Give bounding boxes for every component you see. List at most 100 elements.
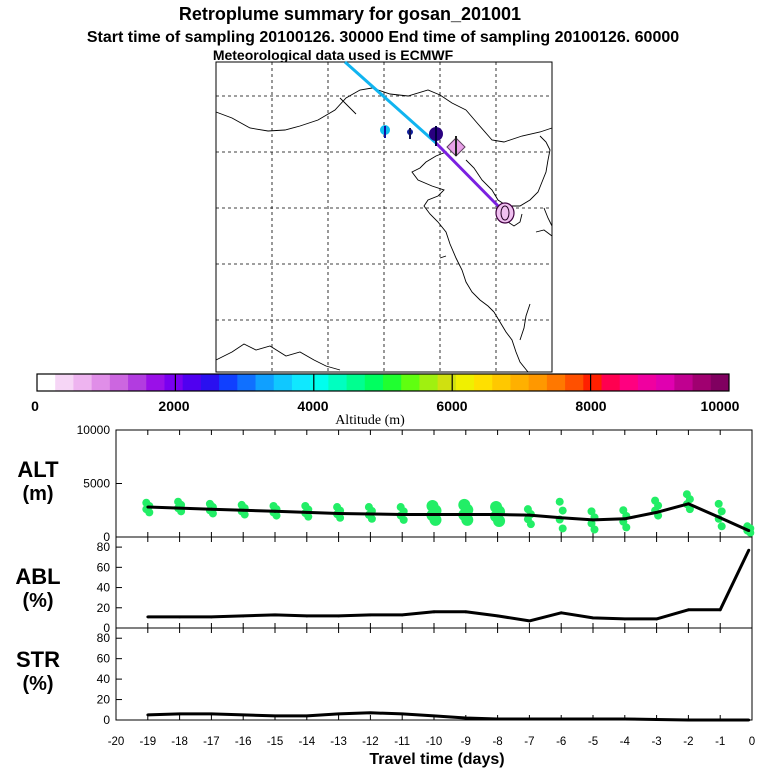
x-tick-label: 0 [749, 736, 755, 748]
colorbar-swatch [401, 374, 420, 391]
str-panel-unit: (%) [22, 673, 53, 695]
abl-data-point [623, 617, 627, 621]
abl-data-point [337, 614, 340, 618]
abl-data-point [273, 613, 277, 617]
alt-data-point [528, 513, 531, 517]
abl-data-point [528, 619, 531, 623]
x-tick-label: -4 [620, 736, 631, 748]
y-tick-label: 40 [97, 672, 111, 686]
colorbar-tick-0: 0 [31, 398, 39, 414]
str-data-point [337, 712, 340, 716]
plume-markers [380, 125, 515, 224]
alt-plume-point [714, 499, 723, 508]
str-data-point [305, 714, 309, 718]
str-data-point [432, 714, 436, 718]
abl-panel-unit: (%) [22, 590, 53, 612]
colorbar-swatch [200, 374, 220, 391]
alt-plume-point [685, 505, 694, 514]
alt-data-point [369, 512, 372, 516]
abl-panel-label: ABL [15, 564, 60, 589]
x-tick-label: -10 [426, 736, 443, 748]
alt-data-point [591, 518, 595, 522]
met-data-note: Meteorological data used is ECMWF [213, 47, 454, 63]
y-tick-label: 60 [97, 560, 111, 574]
str-data-point [559, 717, 563, 721]
str-data-point [687, 718, 690, 722]
x-tick-label: -17 [203, 736, 220, 748]
colorbar-swatch [91, 374, 111, 391]
alt-plume-point [526, 520, 535, 529]
colorbar-tick-10000: 10000 [701, 398, 740, 414]
alt-panel: 10000 5000 0 [77, 423, 755, 544]
x-tick-label: -13 [330, 736, 347, 748]
plume-marker-day-6 [446, 136, 466, 157]
colorbar-tick-6000: 6000 [436, 398, 467, 414]
alt-data-point [273, 509, 277, 513]
x-tick-label: -16 [235, 736, 252, 748]
x-tick-label: -20 [108, 736, 125, 748]
sampling-times: Start time of sampling 20100126. 30000 E… [87, 29, 679, 46]
colorbar-swatch [328, 374, 348, 391]
colorbar-swatch [310, 374, 329, 391]
alt-data-point [623, 517, 627, 521]
alt-data-point [178, 506, 182, 510]
str-data-point [369, 711, 372, 715]
abl-data-point [591, 616, 595, 620]
alt-plume-point [399, 515, 408, 524]
alt-plume-point [272, 511, 281, 520]
colorbar-frame [36, 373, 730, 392]
trajectory-line [344, 60, 506, 214]
plume-marker-day-19 [380, 125, 390, 138]
str-data-point [464, 716, 468, 720]
colorbar-swatch [109, 374, 129, 391]
trajectory-map [215, 60, 553, 373]
str-data-point [400, 712, 404, 716]
str-data-point [623, 717, 627, 721]
alt-plume-point [590, 525, 599, 534]
trajectory-segment-lower [434, 141, 506, 214]
str-data-point [273, 714, 277, 718]
x-tick-label: -14 [298, 736, 315, 748]
abl-data-point [210, 615, 213, 619]
alt-plume-point [429, 513, 442, 526]
colorbar-swatch [219, 374, 238, 391]
abl-data-point [747, 548, 751, 552]
alt-data-point [747, 529, 751, 532]
alt-data-point [655, 510, 658, 514]
colorbar-label: Altitude (m) [335, 413, 405, 428]
x-tick-label: -9 [461, 736, 471, 748]
alt-data-point [337, 512, 340, 515]
alt-plume-point [555, 497, 564, 506]
alt-plume-point [336, 513, 345, 522]
abl-data-point [178, 615, 182, 619]
colorbar-tick-8000: 8000 [575, 398, 606, 414]
x-tick-label: -18 [171, 736, 188, 748]
alt-data-point [305, 510, 309, 514]
str-panel: 80 60 40 20 0 [97, 627, 753, 727]
colorbar-swatch [73, 374, 93, 391]
x-tick-label: -2 [683, 736, 693, 748]
str-data-point [146, 713, 150, 717]
colorbar-swatch [364, 374, 384, 391]
alt-plume-point [622, 523, 631, 532]
alt-plume-point [587, 519, 596, 528]
y-tick-label: 10000 [77, 423, 111, 437]
colorbar-swatch [546, 374, 566, 391]
colorbar-swatch [383, 374, 402, 391]
colorbar-swatch [128, 374, 147, 391]
alt-plume-point [558, 506, 567, 515]
abl-data-point [305, 614, 309, 618]
colorbar-swatch [601, 374, 621, 391]
alt-data-point [718, 516, 722, 520]
str-data-point [718, 718, 722, 722]
str-data-point [528, 717, 531, 721]
str-panel-frame [115, 627, 753, 721]
str-data-point [655, 718, 658, 721]
colorbar-swatch [273, 374, 293, 391]
abl-data-point [146, 615, 150, 619]
colorbar-swatch [492, 374, 511, 391]
y-tick-label: 20 [97, 693, 111, 707]
alt-plume-point [240, 510, 249, 519]
colorbar-swatch [474, 374, 493, 391]
